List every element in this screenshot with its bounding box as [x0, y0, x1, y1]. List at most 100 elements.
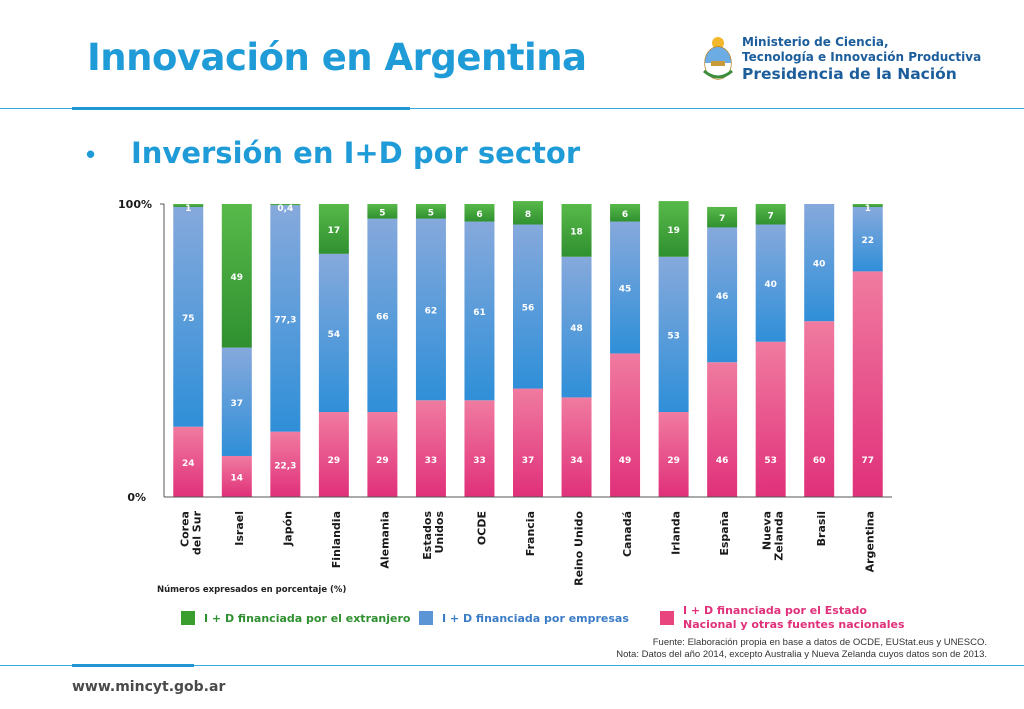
legend-label-estado-1: I + D financiada por el Estado — [683, 604, 867, 617]
category-label-2: Japón — [281, 511, 294, 547]
bullet-marker: • — [86, 139, 96, 169]
data-label-empresas-4: 66 — [376, 312, 389, 322]
category-label-line: Alemania — [378, 511, 391, 569]
legend-label-empresas: I + D financiada por empresas — [442, 612, 629, 625]
bar-estado-5 — [415, 400, 446, 497]
legend-swatch-estado — [660, 611, 674, 625]
bar-estado-0 — [173, 426, 204, 497]
ministry-logo: Ministerio de Ciencia, Tecnología e Inno… — [700, 33, 990, 83]
category-label-6: OCDE — [475, 511, 488, 545]
data-label-extranjero-0: 1 — [185, 204, 191, 214]
data-label-estado-10: 29 — [667, 456, 680, 466]
data-label-estado-1: 14 — [231, 473, 244, 483]
y-tick-label-0: 0% — [127, 491, 146, 504]
data-label-empresas-6: 61 — [473, 308, 486, 318]
category-label-line: Zelanda — [773, 511, 786, 561]
bar-estado-11 — [707, 362, 738, 497]
bar-estado-9 — [610, 353, 641, 497]
bar-estado-6 — [464, 400, 495, 497]
data-label-empresas-11: 46 — [716, 292, 729, 302]
data-label-estado-6: 33 — [473, 456, 486, 466]
category-label-line: Nueva — [761, 511, 774, 550]
category-label-line: Reino Unido — [573, 511, 586, 586]
category-label-line: Canadá — [621, 511, 634, 557]
data-label-estado-3: 29 — [328, 456, 341, 466]
header-divider — [0, 108, 1024, 109]
data-label-empresas-13: 40 — [813, 260, 826, 270]
header-divider-accent — [72, 107, 410, 110]
legend-swatch-empresas — [419, 611, 433, 625]
bar-extranjero-12 — [755, 204, 786, 225]
data-label-extranjero-1: 49 — [231, 273, 244, 283]
bar-extranjero-10 — [658, 201, 689, 257]
data-label-empresas-14: 22 — [861, 236, 874, 246]
category-label-line: Irlanda — [670, 511, 683, 555]
y-tick-label-100: 100% — [118, 198, 152, 211]
data-label-empresas-5: 62 — [425, 306, 438, 316]
data-label-extranjero-7: 8 — [525, 210, 531, 220]
data-label-estado-5: 33 — [425, 456, 438, 466]
category-label-3: Finlandia — [330, 511, 343, 568]
category-label-4: Alemania — [378, 511, 391, 569]
argentina-coat-of-arms-icon — [703, 37, 733, 80]
source-note: Fuente: Elaboración propia en base a dat… — [616, 637, 987, 661]
bar-extranjero-3 — [318, 204, 349, 254]
logo-line-2: Tecnología e Innovación Productiva — [742, 50, 982, 64]
category-label-10: Irlanda — [670, 511, 683, 555]
bar-estado-4 — [367, 412, 398, 497]
data-label-empresas-3: 54 — [328, 330, 341, 340]
category-label-line: España — [718, 511, 731, 556]
bar-empresas-13 — [804, 204, 835, 322]
category-label-0: Corea del Sur — [178, 510, 203, 555]
bar-extranjero-8 — [561, 204, 592, 257]
category-label-line: del Sur — [190, 510, 203, 555]
legend-label-extranjero: I + D financiada por el extranjero — [204, 612, 411, 625]
logo-line-1: Ministerio de Ciencia, — [742, 35, 889, 49]
category-label-line: Unidos — [433, 511, 446, 554]
bar-estado-10 — [658, 412, 689, 497]
category-label-9: Canadá — [621, 511, 634, 557]
logo-line-3: Presidencia de la Nación — [742, 65, 957, 83]
data-label-estado-11: 46 — [716, 456, 729, 466]
bar-estado-12 — [755, 341, 786, 497]
bar-empresas-7 — [513, 224, 543, 389]
category-label-8: Reino Unido — [573, 511, 586, 586]
data-label-extranjero-4: 5 — [379, 208, 385, 218]
data-label-empresas-12: 40 — [764, 280, 777, 290]
data-label-estado-2: 22,3 — [274, 461, 296, 471]
bar-extranjero-14 — [852, 204, 883, 207]
category-label-7: Francia — [524, 511, 537, 556]
data-label-estado-12: 53 — [764, 456, 777, 466]
category-label-line: Brasil — [815, 511, 828, 546]
bar-empresas-14 — [852, 206, 883, 272]
data-label-empresas-2: 77,3 — [274, 315, 296, 325]
page-title: Innovación en Argentina — [87, 36, 587, 79]
data-label-estado-13: 60 — [813, 456, 826, 466]
bar-empresas-5 — [415, 218, 446, 401]
category-label-11: España — [718, 511, 731, 556]
data-label-empresas-1: 37 — [231, 399, 244, 409]
data-label-empresas-8: 48 — [570, 324, 583, 334]
footer-divider — [0, 665, 1024, 666]
bar-extranjero-11 — [707, 206, 738, 228]
bar-extranjero-2 — [270, 204, 301, 206]
bar-estado-1 — [221, 455, 252, 497]
bar-estado-7 — [513, 388, 543, 497]
data-label-estado-9: 49 — [619, 456, 632, 466]
bar-estado-2 — [270, 431, 301, 497]
data-label-empresas-9: 45 — [619, 285, 632, 295]
category-label-line: Francia — [524, 511, 537, 556]
data-label-empresas-10: 53 — [667, 331, 680, 341]
category-label-14: Argentina — [864, 511, 877, 572]
legend-swatch-extranjero — [181, 611, 195, 625]
category-label-1: Israel — [233, 511, 246, 546]
bar-extranjero-0 — [173, 204, 204, 207]
data-label-extranjero-10: 19 — [667, 226, 680, 236]
category-label-12: Nueva Zelanda — [761, 511, 786, 561]
legend-label-estado-2: Nacional y otras fuentes nacionales — [683, 618, 905, 631]
category-label-5: Estados Unidos — [421, 511, 446, 560]
bar-empresas-11 — [707, 227, 738, 363]
data-label-extranjero-9: 6 — [622, 210, 628, 220]
bar-extranjero-4 — [367, 204, 398, 219]
category-label-line: Corea — [178, 511, 191, 547]
